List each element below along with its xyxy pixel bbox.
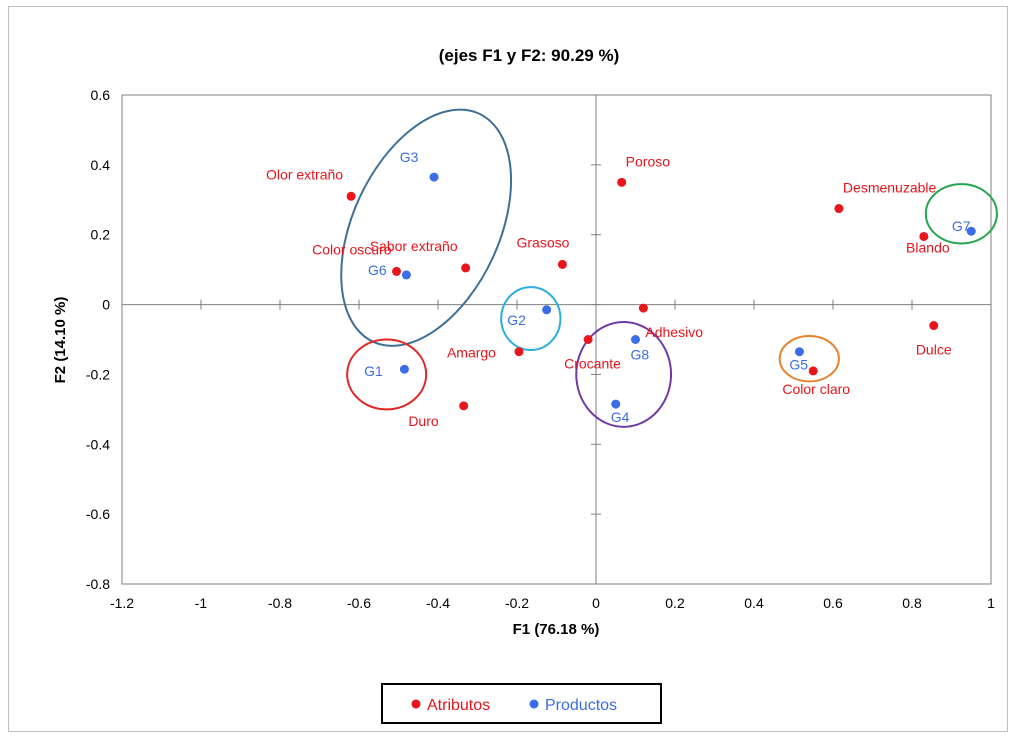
x-tick-label: 0 [592, 595, 600, 611]
point-label: Blando [906, 239, 950, 255]
point-productos [794, 347, 804, 357]
group-ellipse [500, 286, 562, 351]
point-productos [399, 364, 409, 374]
point-atributos [514, 347, 524, 357]
y-tick-label: 0 [102, 297, 110, 313]
group-ellipse [924, 183, 998, 245]
point-label: Duro [408, 413, 439, 429]
legend-label-productos: Productos [545, 697, 617, 714]
point-atributos [638, 303, 648, 313]
point-atributos [929, 321, 939, 331]
x-tick-label: 1 [987, 595, 995, 611]
chart-frame: (ejes F1 y F2: 90.29 %) -1.2 -1 -0.8 -0.6 -0… [8, 6, 1008, 732]
group-ellipse [778, 335, 840, 383]
plot-area [121, 94, 992, 585]
point-atributos [346, 191, 356, 201]
point-productos [966, 226, 976, 236]
y-tick-label: -0.4 [86, 436, 110, 452]
point-label: G5 [789, 357, 808, 373]
x-tick-label: -0.2 [505, 595, 529, 611]
point-label: Dulce [916, 342, 952, 358]
point-atributos [461, 263, 471, 273]
point-atributos [557, 259, 567, 269]
point-atributos [808, 366, 818, 376]
y-tick-label: -0.6 [86, 506, 110, 522]
x-axis-label: F1 (76.18 %) [513, 621, 600, 638]
point-label: Color claro [782, 381, 850, 397]
point-atributos [617, 177, 627, 187]
chart-title: (ejes F1 y F2: 90.29 %) [439, 46, 619, 65]
scatter-chart: (ejes F1 y F2: 90.29 %) -1.2 -1 -0.8 -0.6 -0… [52, 46, 998, 724]
point-label: G4 [611, 409, 630, 425]
point-productos [542, 305, 552, 315]
x-tick-label: 0.2 [665, 595, 685, 611]
legend-marker-atributos [411, 699, 421, 709]
legend-label-atributos: Atributos [427, 697, 490, 714]
point-label: Poroso [626, 153, 671, 169]
x-tick-label: -0.8 [268, 595, 292, 611]
y-tick-label: 0.6 [91, 87, 111, 103]
point-label: G7 [952, 218, 971, 234]
y-tick-label: 0.2 [91, 227, 111, 243]
point-atributos [834, 204, 844, 214]
point-label: Grasoso [517, 234, 570, 250]
group-ellipses [340, 108, 998, 428]
point-atributos [459, 401, 469, 411]
group-ellipse [346, 338, 428, 411]
group-ellipse [575, 321, 673, 428]
point-atributos [583, 335, 593, 344]
point-label: G8 [631, 347, 650, 363]
x-tick-label: -1 [195, 595, 208, 611]
x-tick-label: -0.4 [426, 595, 450, 611]
y-tick-label: 0.4 [91, 157, 111, 173]
x-tick-label: 0.8 [902, 595, 922, 611]
point-productos [401, 270, 411, 280]
point-productos [611, 399, 621, 409]
point-label: G2 [507, 312, 526, 328]
point-label: Crocante [564, 356, 621, 372]
point-label: Color oscuro [312, 241, 392, 257]
point-label: Amargo [447, 345, 496, 361]
legend-box [381, 683, 662, 724]
axes-layer: -1.2 -1 -0.8 -0.6 -0.4 -0.2 0 0.2 0.4 0.6 0.8 1 -0.8… [86, 87, 995, 611]
y-axis-label: F2 (14.10 %) [52, 297, 69, 384]
point-productos [429, 172, 439, 182]
group-ellipse [340, 108, 513, 347]
x-tick-label: -0.6 [347, 595, 371, 611]
point-label: Sabor extraño [370, 238, 458, 254]
point-label: Olor extraño [266, 166, 343, 182]
legend: Atributos Productos [381, 683, 662, 724]
point-atributos [392, 266, 402, 276]
x-tick-label: 0.6 [823, 595, 843, 611]
x-tick-label: -1.2 [110, 595, 134, 611]
point-label: G3 [400, 149, 419, 165]
point-productos [631, 335, 640, 344]
point-label: Desmenuzable [843, 180, 937, 196]
point-label: G6 [368, 262, 387, 278]
y-tick-label: -0.8 [86, 576, 110, 592]
x-tick-label: 0.4 [744, 595, 764, 611]
point-label: Adhesivo [645, 324, 703, 340]
y-tick-label: -0.2 [86, 366, 110, 382]
legend-marker-productos [529, 699, 539, 709]
point-atributos [919, 231, 929, 241]
point-label: G1 [364, 363, 383, 379]
